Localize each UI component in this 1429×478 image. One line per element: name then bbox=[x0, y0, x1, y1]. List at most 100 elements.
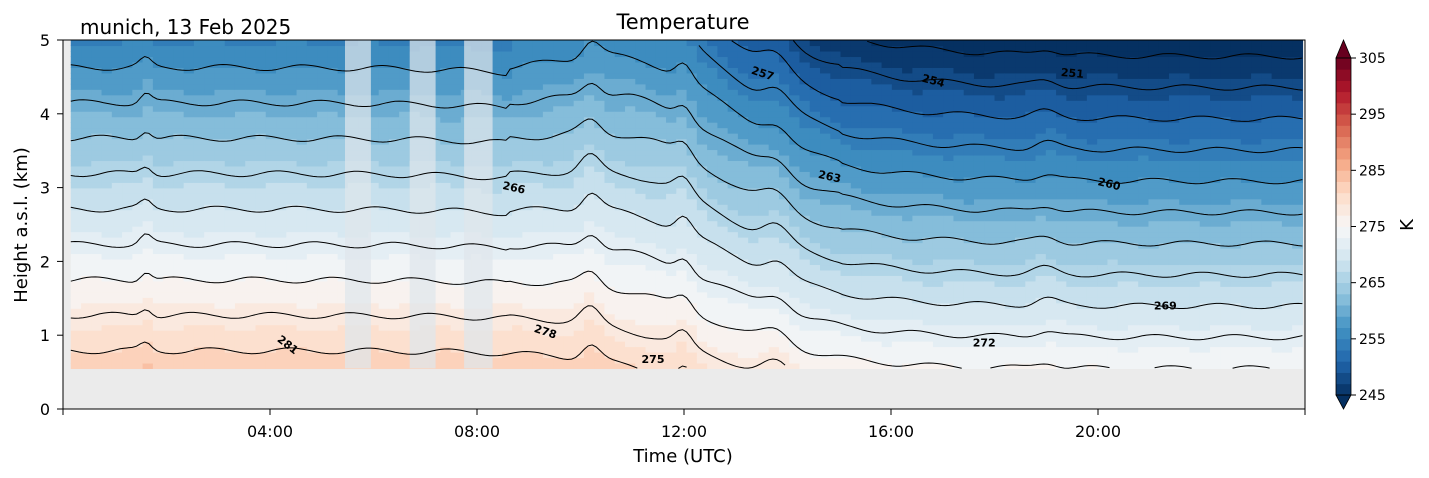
field-cell bbox=[111, 105, 123, 112]
field-cell bbox=[768, 45, 780, 52]
field-cell bbox=[768, 335, 780, 342]
field-cell bbox=[378, 40, 390, 47]
field-cell bbox=[840, 50, 852, 58]
field-cell bbox=[286, 335, 298, 342]
field-cell bbox=[91, 154, 103, 162]
field-cell bbox=[614, 291, 626, 298]
field-cell bbox=[224, 182, 236, 189]
field-cell bbox=[388, 89, 400, 96]
field-cell bbox=[563, 269, 575, 276]
field-cell bbox=[912, 264, 924, 271]
field-cell bbox=[296, 204, 308, 211]
field-cell bbox=[152, 280, 164, 287]
field-cell bbox=[820, 209, 831, 216]
field-cell bbox=[861, 335, 872, 342]
field-cell bbox=[440, 127, 452, 134]
field-cell bbox=[327, 280, 339, 287]
field-cell bbox=[111, 187, 123, 194]
field-cell bbox=[881, 357, 893, 364]
field-cell bbox=[522, 89, 534, 96]
field-cell bbox=[306, 182, 318, 189]
field-cell bbox=[799, 198, 811, 205]
field-cell bbox=[122, 149, 133, 156]
field-cell bbox=[902, 357, 913, 364]
field-cell bbox=[204, 264, 216, 271]
field-cell bbox=[583, 50, 595, 58]
field-cell bbox=[542, 226, 554, 233]
field-cell bbox=[902, 138, 913, 145]
field-cell bbox=[912, 198, 924, 205]
field-cell bbox=[666, 160, 677, 167]
field-cell bbox=[737, 127, 749, 134]
field-cell bbox=[142, 105, 154, 112]
field-cell bbox=[850, 242, 862, 249]
field-cell bbox=[583, 313, 595, 320]
field-cell bbox=[563, 308, 575, 315]
field-cell bbox=[337, 308, 349, 315]
field-cell bbox=[861, 94, 872, 101]
field-cell bbox=[553, 215, 565, 222]
field-cell bbox=[450, 165, 462, 172]
field-cell bbox=[327, 149, 339, 156]
field-cell bbox=[132, 308, 144, 315]
field-cell bbox=[193, 40, 205, 47]
field-cell bbox=[337, 215, 349, 222]
field-cell bbox=[778, 171, 790, 178]
field-cell bbox=[532, 269, 544, 276]
field-cell bbox=[707, 94, 718, 101]
field-cell bbox=[891, 297, 903, 304]
field-cell bbox=[727, 237, 739, 244]
field-cell bbox=[286, 215, 298, 222]
field-cell bbox=[881, 253, 893, 260]
field-cell bbox=[388, 116, 400, 123]
field-cell bbox=[224, 94, 236, 101]
field-cell bbox=[501, 78, 513, 85]
field-cell bbox=[193, 226, 205, 233]
field-cell bbox=[758, 264, 770, 271]
field-cell bbox=[224, 72, 236, 79]
field-cell bbox=[799, 237, 811, 244]
field-cell bbox=[666, 138, 677, 145]
field-cell bbox=[809, 308, 821, 315]
field-cell bbox=[296, 72, 308, 79]
field-cell bbox=[583, 335, 595, 342]
field-cell bbox=[214, 50, 226, 58]
field-cell bbox=[173, 341, 185, 348]
field-cell bbox=[368, 100, 380, 107]
field-cell bbox=[850, 127, 862, 134]
field-cell bbox=[183, 111, 195, 118]
field-cell bbox=[337, 313, 349, 320]
field-cell bbox=[142, 302, 154, 309]
field-cell bbox=[666, 154, 677, 162]
field-cell bbox=[245, 89, 257, 96]
field-cell bbox=[604, 67, 616, 74]
field-cell bbox=[101, 302, 113, 309]
field-cell bbox=[327, 138, 339, 145]
field-cell bbox=[625, 291, 636, 298]
field-cell bbox=[758, 346, 770, 353]
field-cell bbox=[840, 105, 852, 112]
field-cell bbox=[388, 264, 400, 271]
field-cell bbox=[861, 198, 872, 205]
field-cell bbox=[666, 297, 677, 304]
field-cell bbox=[625, 176, 636, 183]
field-cell bbox=[224, 330, 236, 337]
field-cell bbox=[163, 50, 174, 58]
field-cell bbox=[635, 182, 647, 189]
field-cell bbox=[183, 247, 195, 255]
field-cell bbox=[491, 237, 503, 244]
field-cell bbox=[234, 116, 246, 123]
field-cell bbox=[522, 324, 534, 331]
field-cell bbox=[81, 319, 92, 326]
field-cell bbox=[101, 182, 113, 189]
field-cell bbox=[193, 61, 205, 68]
field-cell bbox=[830, 56, 842, 63]
field-cell bbox=[111, 127, 123, 134]
field-cell bbox=[81, 280, 92, 287]
field-cell bbox=[245, 308, 257, 315]
field-cell bbox=[111, 50, 123, 58]
field-cell bbox=[306, 269, 318, 276]
field-cell bbox=[512, 264, 523, 271]
field-cell bbox=[255, 45, 267, 52]
field-cell bbox=[388, 50, 400, 58]
